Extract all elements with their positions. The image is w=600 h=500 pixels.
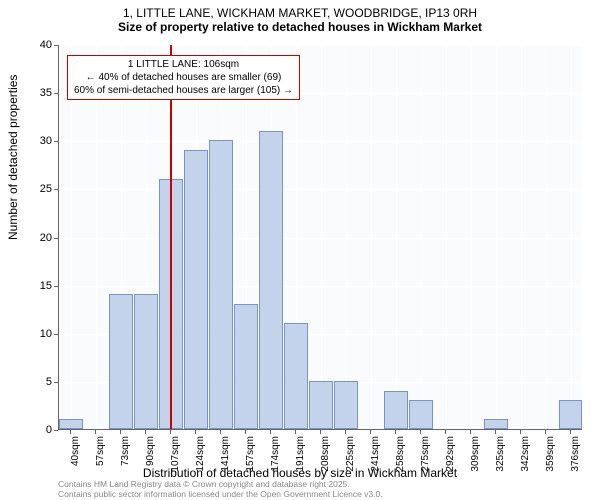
y-tick-label: 30 <box>22 135 52 147</box>
y-tick-mark <box>54 141 58 142</box>
chart-title-sub: Size of property relative to detached ho… <box>0 20 600 40</box>
x-tick-mark <box>320 430 321 434</box>
x-tick-mark <box>570 430 571 434</box>
annotation-box: 1 LITTLE LANE: 106sqm ← 40% of detached … <box>67 55 300 100</box>
x-tick-mark <box>470 430 471 434</box>
x-tick-mark <box>195 430 196 434</box>
histogram-bar <box>234 304 258 429</box>
histogram-bar <box>259 131 283 429</box>
annotation-line2: ← 40% of detached houses are smaller (69… <box>74 71 293 84</box>
x-tick-mark <box>295 430 296 434</box>
x-tick-mark <box>120 430 121 434</box>
histogram-bar <box>484 419 508 429</box>
chart-title-main: 1, LITTLE LANE, WICKHAM MARKET, WOODBRID… <box>0 0 600 20</box>
grid-line-v <box>571 45 572 429</box>
grid-line-v <box>421 45 422 429</box>
grid-line-v <box>521 45 522 429</box>
x-tick-mark <box>420 430 421 434</box>
y-tick-mark <box>54 238 58 239</box>
x-tick-mark <box>145 430 146 434</box>
histogram-bar <box>559 400 583 429</box>
footer-credits: Contains HM Land Registry data © Crown c… <box>58 480 383 500</box>
y-tick-label: 20 <box>22 232 52 244</box>
y-tick-label: 10 <box>22 328 52 340</box>
x-tick-mark <box>545 430 546 434</box>
x-tick-mark <box>370 430 371 434</box>
histogram-bar <box>309 381 333 429</box>
histogram-bar <box>384 391 408 430</box>
histogram-bar <box>184 150 208 429</box>
y-tick-mark <box>54 286 58 287</box>
y-tick-label: 5 <box>22 376 52 388</box>
annotation-line1: 1 LITTLE LANE: 106sqm <box>74 58 293 71</box>
y-tick-label: 0 <box>22 424 52 436</box>
grid-line-v <box>471 45 472 429</box>
histogram-bar <box>209 140 233 429</box>
x-tick-mark <box>270 430 271 434</box>
grid-line-v <box>371 45 372 429</box>
x-tick-mark <box>70 430 71 434</box>
y-tick-label: 15 <box>22 280 52 292</box>
x-tick-mark <box>495 430 496 434</box>
y-tick-mark <box>54 189 58 190</box>
annotation-line3: 60% of semi-detached houses are larger (… <box>74 84 293 97</box>
histogram-bar <box>109 294 133 429</box>
x-tick-mark <box>345 430 346 434</box>
x-tick-mark <box>520 430 521 434</box>
y-tick-label: 40 <box>22 39 52 51</box>
grid-line-v <box>96 45 97 429</box>
y-tick-mark <box>54 430 58 431</box>
footer-line2: Contains public sector information licen… <box>58 490 383 500</box>
y-tick-mark <box>54 334 58 335</box>
grid-line-v <box>546 45 547 429</box>
y-tick-mark <box>54 382 58 383</box>
histogram-bar <box>134 294 158 429</box>
x-tick-mark <box>95 430 96 434</box>
grid-line-v <box>446 45 447 429</box>
x-tick-mark <box>245 430 246 434</box>
histogram-bar <box>334 381 358 429</box>
x-tick-mark <box>395 430 396 434</box>
x-tick-mark <box>170 430 171 434</box>
histogram-bar <box>284 323 308 429</box>
reference-line <box>170 45 172 429</box>
grid-line-v <box>346 45 347 429</box>
histogram-chart: 1, LITTLE LANE, WICKHAM MARKET, WOODBRID… <box>0 0 600 500</box>
x-tick-mark <box>220 430 221 434</box>
grid-line-v <box>396 45 397 429</box>
x-tick-mark <box>445 430 446 434</box>
y-tick-mark <box>54 45 58 46</box>
plot-area: 1 LITTLE LANE: 106sqm ← 40% of detached … <box>58 45 582 430</box>
y-tick-label: 25 <box>22 183 52 195</box>
histogram-bar <box>409 400 433 429</box>
y-tick-label: 35 <box>22 87 52 99</box>
x-axis-label: Distribution of detached houses by size … <box>0 466 600 480</box>
grid-line-v <box>71 45 72 429</box>
y-axis-label: Number of detached properties <box>6 75 20 240</box>
grid-line-v <box>496 45 497 429</box>
histogram-bar <box>59 419 83 429</box>
y-tick-mark <box>54 93 58 94</box>
grid-line-v <box>321 45 322 429</box>
